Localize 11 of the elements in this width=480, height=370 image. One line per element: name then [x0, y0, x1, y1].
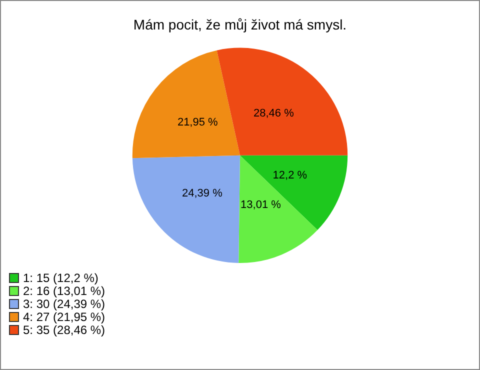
legend-label: 1: 15 (12,2 %): [23, 270, 98, 284]
legend-label: 2: 16 (13,01 %): [23, 284, 106, 298]
legend-label: 4: 27 (21,95 %): [23, 310, 106, 324]
data-label: 28,46 %: [254, 107, 294, 120]
legend-label: 3: 30 (24,39 %): [23, 296, 106, 310]
data-label: 24,39 %: [182, 188, 223, 200]
data-label: 13,01 %: [240, 199, 282, 212]
data-label: 21,95 %: [177, 116, 218, 128]
legend-label: 5: 35 (28,46 %): [23, 322, 106, 336]
chart-title: Mám pocit, že můj život má smysl.: [133, 16, 347, 32]
data-label: 12,2 %: [272, 170, 308, 182]
